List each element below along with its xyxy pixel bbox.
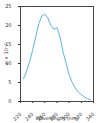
svg-text:5: 5 <box>8 79 11 85</box>
svg-text:340: 340 <box>84 111 95 122</box>
svg-text:220: 220 <box>11 111 22 122</box>
svg-text:25: 25 <box>5 3 11 9</box>
svg-text:20: 20 <box>5 22 11 28</box>
svg-text:0: 0 <box>8 98 11 104</box>
svg-text:240: 240 <box>24 111 35 122</box>
svg-text:ε × 10⁻³: ε × 10⁻³ <box>3 43 9 64</box>
svg-text:Wavelength (nm): Wavelength (nm) <box>35 115 78 122</box>
